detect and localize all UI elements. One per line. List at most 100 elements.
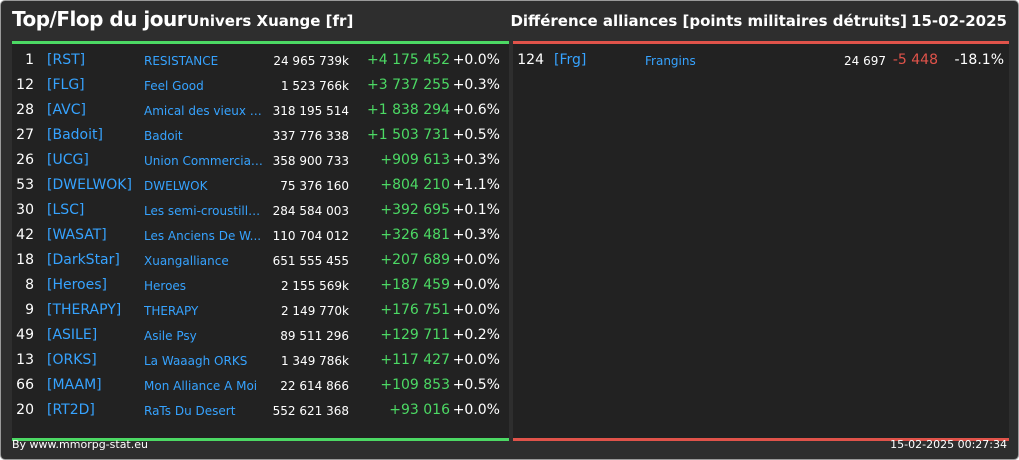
alliance-name[interactable]: Mon Alliance A Moi [144,379,258,393]
alliance-tag[interactable]: [DarkStar] [47,252,120,268]
alliance-points: 24 697 [844,54,886,68]
alliance-tag[interactable]: [LSC] [47,202,85,218]
alliance-name[interactable]: Xuangalliance [144,254,229,268]
alliance-diff: +117 427 [380,352,450,368]
alliance-points: 552 621 368 [272,404,349,418]
alliance-tag[interactable]: [RT2D] [47,402,95,418]
alliance-pct: +1.1% [452,177,500,193]
report-date: 15-02-2025 [911,12,1007,30]
alliance-points: 1 523 766k [280,79,349,93]
alliance-row: 1 [RST] RESISTANCE 24 965 739k +4 175 452 +0.… [12,48,509,73]
alliance-diff: +804 210 [380,177,450,193]
alliance-pct: +0.3% [452,152,500,168]
metric-title: Différence alliances [points militaires … [510,12,907,30]
alliance-row: 27 [Badoit] Badoit 337 776 338 +1 503 731 +0.… [12,123,509,148]
alliance-rank: 30 [16,202,34,218]
alliance-points: 89 511 296 [280,329,349,343]
alliance-diff: +1 838 294 [367,102,450,118]
alliance-points: 22 614 866 [280,379,349,393]
alliance-diff: +93 016 [389,402,450,418]
alliance-points: 2 149 770k [280,304,349,318]
alliance-tag[interactable]: [DWELWOK] [47,177,132,193]
alliance-tag[interactable]: [Badoit] [47,127,103,143]
alliance-rank: 124 [517,52,544,68]
alliance-name[interactable]: La Waaagh ORKS [144,354,248,368]
alliance-name[interactable]: Heroes [144,279,187,293]
alliance-pct: +0.0% [452,252,500,268]
flop-alliances-panel: 124 [Frg] Frangins 24 697 -5 448 -18.1% [513,41,1009,441]
alliance-row: 12 [FLG] Feel Good 1 523 766k +3 737 255 +0.3… [12,73,509,98]
alliance-diff: +1 503 731 [367,127,450,143]
alliance-pct: +0.0% [452,52,500,68]
alliance-name[interactable]: Les Anciens De W... [144,229,262,243]
alliance-diff: +187 459 [380,277,450,293]
alliance-row: 30 [LSC] Les semi-croustilla... 284 584 003… [12,198,509,223]
alliance-row: 42 [WASAT] Les Anciens De W... 110 704 012 +… [12,223,509,248]
alliance-points: 337 776 338 [272,129,349,143]
alliance-pct: +0.6% [452,102,500,118]
alliance-name[interactable]: RaTs Du Desert [144,404,236,418]
alliance-diff: +4 175 452 [367,52,450,68]
alliance-tag[interactable]: [AVC] [47,102,86,118]
alliance-row: 18 [DarkStar] Xuangalliance 651 555 455 +207… [12,248,509,273]
alliance-rank: 12 [16,77,34,93]
alliance-row: 9 [THERAPY] THERAPY 2 149 770k +176 751 +0.0% [12,298,509,323]
alliance-pct: +0.5% [452,377,500,393]
alliance-row: 124 [Frg] Frangins 24 697 -5 448 -18.1% [513,48,1009,73]
alliance-points: 24 965 739k [273,54,349,68]
alliance-name[interactable]: Badoit [144,129,183,143]
alliance-pct: +0.5% [452,127,500,143]
top-alliances-panel: 1 [RST] RESISTANCE 24 965 739k +4 175 452 +0.… [12,41,509,441]
alliance-name[interactable]: Amical des vieux con [144,104,266,118]
alliance-name[interactable]: Les semi-croustilla... [144,204,266,218]
alliance-rank: 27 [16,127,34,143]
alliance-tag[interactable]: [ORKS] [47,352,97,368]
alliance-rank: 28 [16,102,34,118]
alliance-name[interactable]: DWELWOK [144,179,208,193]
alliance-pct: +0.0% [452,302,500,318]
alliance-tag[interactable]: [RST] [47,52,86,68]
alliance-tag[interactable]: [UCG] [47,152,89,168]
alliance-tag[interactable]: [FLG] [47,77,85,93]
alliance-row: 28 [AVC] Amical des vieux con 318 195 514 +1… [12,98,509,123]
alliance-rank: 20 [16,402,34,418]
alliance-tag[interactable]: [Heroes] [47,277,107,293]
alliance-points: 651 555 455 [272,254,349,268]
alliance-row: 53 [DWELWOK] DWELWOK 75 376 160 +804 210 +1.1… [12,173,509,198]
alliance-rank: 42 [16,227,34,243]
alliance-pct: -18.1% [954,52,1004,68]
alliance-diff: +909 613 [380,152,450,168]
alliance-tag[interactable]: [WASAT] [47,227,107,243]
alliance-row: 13 [ORKS] La Waaagh ORKS 1 349 786k +117 427… [12,348,509,373]
alliance-rank: 13 [16,352,34,368]
alliance-name[interactable]: THERAPY [144,304,199,318]
alliance-tag[interactable]: [MAAM] [47,377,102,393]
alliance-rank: 66 [16,377,34,393]
alliance-rank: 53 [16,177,34,193]
alliance-name[interactable]: Frangins [645,54,696,68]
alliance-points: 284 584 003 [272,204,349,218]
alliance-tag[interactable]: [THERAPY] [47,302,122,318]
alliance-tag[interactable]: [ASILE] [47,327,98,343]
alliance-name[interactable]: Feel Good [144,79,204,93]
alliance-points: 110 704 012 [272,229,349,243]
alliance-pct: +0.3% [452,227,500,243]
alliance-row: 49 [ASILE] Asile Psy 89 511 296 +129 711 +0.2… [12,323,509,348]
page-title: Top/Flop du jour [12,7,187,31]
alliance-points: 75 376 160 [280,179,349,193]
universe-subtitle: Univers Xuange [fr] [187,12,354,30]
alliance-name[interactable]: RESISTANCE [144,54,219,68]
alliance-points: 1 349 786k [280,354,349,368]
alliance-pct: +0.1% [452,202,500,218]
generated-timestamp: 15-02-2025 00:27:34 [890,438,1007,451]
alliance-tag[interactable]: [Frg] [554,52,587,68]
alliance-points: 318 195 514 [272,104,349,118]
alliance-pct: +0.0% [452,402,500,418]
alliance-diff: +129 711 [380,327,450,343]
alliance-diff: +176 751 [380,302,450,318]
alliance-name[interactable]: Union Commerciale... [144,154,266,168]
alliance-points: 358 900 733 [272,154,349,168]
alliance-diff: +207 689 [380,252,450,268]
alliance-name[interactable]: Asile Psy [144,329,197,343]
